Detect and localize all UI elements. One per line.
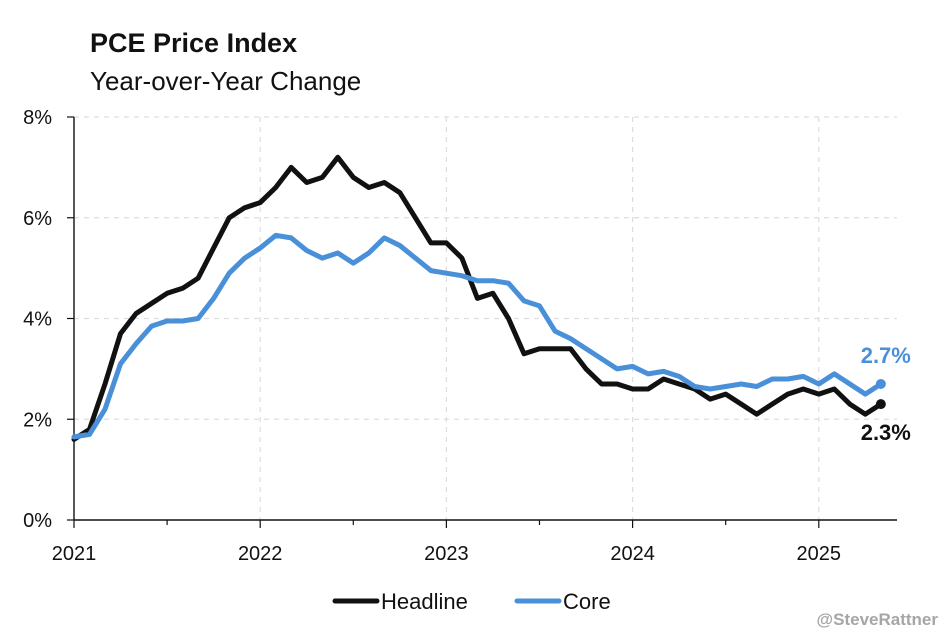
y-tick-label: 8% (23, 107, 52, 129)
gridlines (74, 116, 897, 520)
y-tick-label: 6% (23, 208, 52, 230)
credit-label: @SteveRattner (816, 610, 938, 629)
series-line-headline (71, 154, 884, 442)
end-label-core: 2.7% (861, 343, 911, 368)
axes (67, 116, 897, 528)
series-line-core (71, 232, 884, 440)
x-tick-label: 2024 (610, 543, 655, 565)
chart-subtitle: Year-over-Year Change (90, 66, 362, 96)
tick-labels: 0% 2% 4% 6% 8% 2021 2022 2023 2024 2025 (23, 107, 841, 565)
x-tick-label: 2021 (52, 543, 97, 565)
x-tick-label: 2025 (797, 543, 842, 565)
y-tick-label: 2% (23, 409, 52, 431)
series-lines (71, 154, 884, 442)
y-tick-label: 4% (23, 309, 52, 331)
legend-label-core: Core (563, 589, 611, 614)
y-tick-label: 0% (23, 510, 52, 532)
x-tick-label: 2023 (424, 543, 469, 565)
end-marker-headline (875, 399, 886, 410)
x-tick-label: 2022 (238, 543, 283, 565)
end-labels: 2.3% 2.7% (861, 343, 911, 445)
chart-title: PCE Price Index (90, 28, 298, 58)
end-marker-core (875, 378, 886, 389)
end-label-headline: 2.3% (861, 420, 911, 445)
legend-label-headline: Headline (381, 589, 468, 614)
legend: Headline Core (332, 589, 611, 614)
